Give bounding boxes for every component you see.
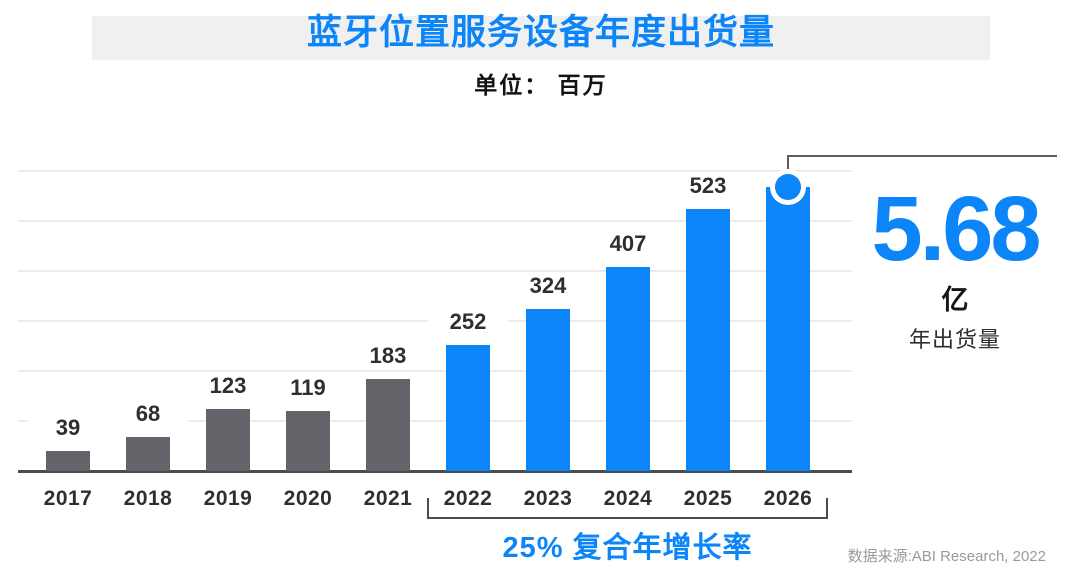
bar-2020 — [286, 411, 330, 471]
x-tick-2022: 2022 — [443, 487, 493, 510]
bar-2021 — [366, 379, 410, 471]
x-tick-2024: 2024 — [603, 487, 653, 510]
gridline-600 — [18, 170, 852, 172]
value-label-2018: 68 — [108, 401, 188, 427]
highlight-marker-dot — [775, 174, 801, 200]
stat-number: 5.68 — [871, 178, 1041, 280]
x-axis-labels: 2017 2018 2019 2020 2021 2022 2023 2024 2025 2026 — [18, 487, 852, 515]
bar-2019 — [206, 409, 250, 471]
value-label-2024: 407 — [588, 231, 668, 257]
bar-2018 — [126, 437, 170, 471]
stat-unit: 亿 — [941, 285, 969, 315]
callout-line-vertical — [787, 155, 789, 169]
bar-2017 — [46, 451, 90, 471]
value-label-2023: 324 — [508, 273, 588, 299]
cagr-label: 25% 复合年增长率 — [502, 532, 753, 564]
bar-2025 — [686, 209, 730, 471]
value-label-2021: 183 — [348, 343, 428, 369]
plot-area: 39 68 123 119 183 252 324 407 523 — [18, 169, 852, 473]
data-source: 数据来源:ABI Research, 2022 — [847, 548, 1046, 565]
x-axis-line — [18, 470, 852, 473]
gridline-400 — [18, 270, 852, 272]
x-tick-2020: 2020 — [283, 487, 333, 510]
value-label-2020: 119 — [268, 375, 348, 401]
chart-title: 蓝牙位置服务设备年度出货量 — [306, 13, 775, 52]
stat-caption: 年出货量 — [908, 327, 1001, 352]
annual-shipments-stat: 5.68 亿 年出货量 — [853, 178, 1057, 354]
gridline-500 — [18, 220, 852, 222]
bar-2024 — [606, 267, 650, 471]
callout-line-horizontal — [787, 155, 1057, 157]
unit-label: 单位： 百万 — [474, 72, 608, 98]
bar-2023 — [526, 309, 570, 471]
x-tick-2018: 2018 — [123, 487, 173, 510]
value-label-2022: 252 — [428, 309, 508, 335]
value-label-2025: 523 — [668, 173, 748, 199]
title-band: 蓝牙位置服务设备年度出货量 — [92, 13, 990, 60]
x-tick-2021: 2021 — [363, 487, 413, 510]
value-label-2019: 123 — [188, 373, 268, 399]
x-tick-2017: 2017 — [43, 487, 93, 510]
x-tick-2019: 2019 — [203, 487, 253, 510]
x-tick-2023: 2023 — [523, 487, 573, 510]
x-tick-2025: 2025 — [683, 487, 733, 510]
bar-2022 — [446, 345, 490, 471]
x-tick-2026: 2026 — [763, 487, 813, 510]
gridline-200 — [18, 370, 852, 372]
value-label-2017: 39 — [28, 415, 108, 441]
bar-2026 — [766, 187, 810, 471]
gridline-100 — [18, 420, 852, 422]
cagr-bracket — [427, 498, 828, 519]
